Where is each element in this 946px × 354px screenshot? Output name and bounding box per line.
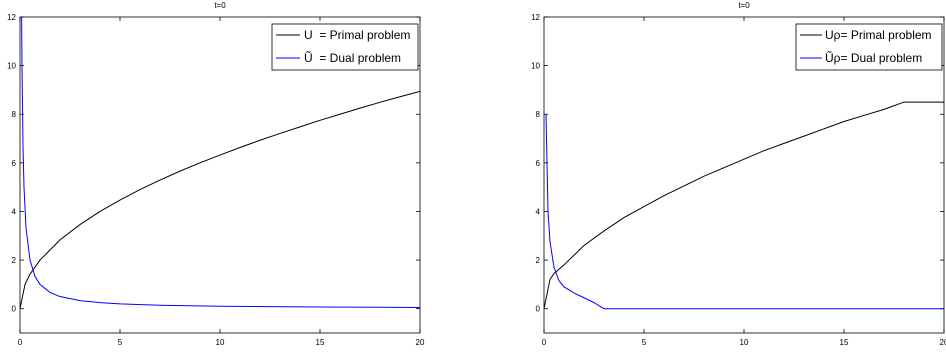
chart-1-y-tick-label: 10 bbox=[7, 62, 16, 71]
chart-1-legend-label-0: U = Primal problem bbox=[304, 28, 410, 42]
chart-1-legend: U = Primal problem Ũ = Dual problem bbox=[271, 23, 419, 71]
chart-1-x-tick-label: 20 bbox=[416, 338, 425, 347]
chart-2-legend-label-0: Uρ= Primal problem bbox=[825, 28, 932, 42]
chart-2-series-0-line bbox=[544, 101, 944, 309]
chart-1-title: t=0 bbox=[214, 1, 226, 10]
chart-2-x-tick-label: 10 bbox=[740, 338, 749, 347]
chart-2-y-tick-label: 8 bbox=[536, 110, 541, 119]
chart-2-legend: Uρ= Primal problem Ũρ= Dual problem bbox=[795, 23, 943, 71]
chart-2-x-tick-label: 0 bbox=[542, 338, 547, 347]
chart-2-x-tick-label: 5 bbox=[642, 338, 647, 347]
chart-2-y-tick-label: 10 bbox=[531, 62, 540, 71]
chart-1-x-tick-label: 15 bbox=[316, 338, 325, 347]
chart-1-series-0-line bbox=[20, 90, 420, 309]
chart-2-plot: 0 5 10 15 20 0 2 4 6 8 10 12 bbox=[531, 13, 946, 347]
chart-2-title: t=0 bbox=[738, 1, 750, 10]
chart-1-x-tick-label: 10 bbox=[216, 338, 225, 347]
chart-2-x-tick-label: 15 bbox=[840, 338, 849, 347]
chart-2-y-tick-label: 12 bbox=[531, 13, 540, 22]
chart-2-x-tick-label: 20 bbox=[940, 338, 946, 347]
chart-1-y-tick-label: 8 bbox=[12, 110, 17, 119]
chart-2-legend-label-1: Ũρ= Dual problem bbox=[825, 50, 922, 65]
chart-2-y-tick-label: 0 bbox=[536, 305, 541, 314]
chart-panel-2: t=0 0 5 10 15 20 0 2 4 6 8 10 12 Uρ= Primal problem… bbox=[531, 1, 946, 347]
chart-1-y-tick-label: 0 bbox=[12, 305, 17, 314]
chart-1-x-tick-label: 5 bbox=[118, 338, 123, 347]
chart-1-y-tick-label: 4 bbox=[12, 207, 17, 216]
chart-panel-1: t=0 0 5 10 15 20 0 2 4 6 8 10 12 U = Primal problem… bbox=[7, 1, 425, 347]
chart-2-legend-box bbox=[795, 23, 943, 71]
chart-2-y-tick-label: 4 bbox=[536, 207, 541, 216]
chart-2-y-tick-label: 2 bbox=[536, 256, 541, 265]
chart-1-series-1-line bbox=[21, 17, 420, 308]
chart-2-y-tick-label: 6 bbox=[536, 159, 541, 168]
chart-1-y-tick-label: 6 bbox=[12, 159, 17, 168]
chart-1-plot: 0 5 10 15 20 0 2 4 6 8 10 12 bbox=[7, 13, 425, 347]
chart-1-x-tick-label: 0 bbox=[18, 338, 23, 347]
chart-1-legend-box bbox=[271, 23, 419, 71]
chart-1-legend-label-1: Ũ = Dual problem bbox=[304, 50, 401, 65]
chart-1-y-tick-label: 2 bbox=[12, 256, 17, 265]
chart-2-series-1-line bbox=[545, 114, 944, 310]
chart-1-y-tick-label: 12 bbox=[7, 13, 16, 22]
